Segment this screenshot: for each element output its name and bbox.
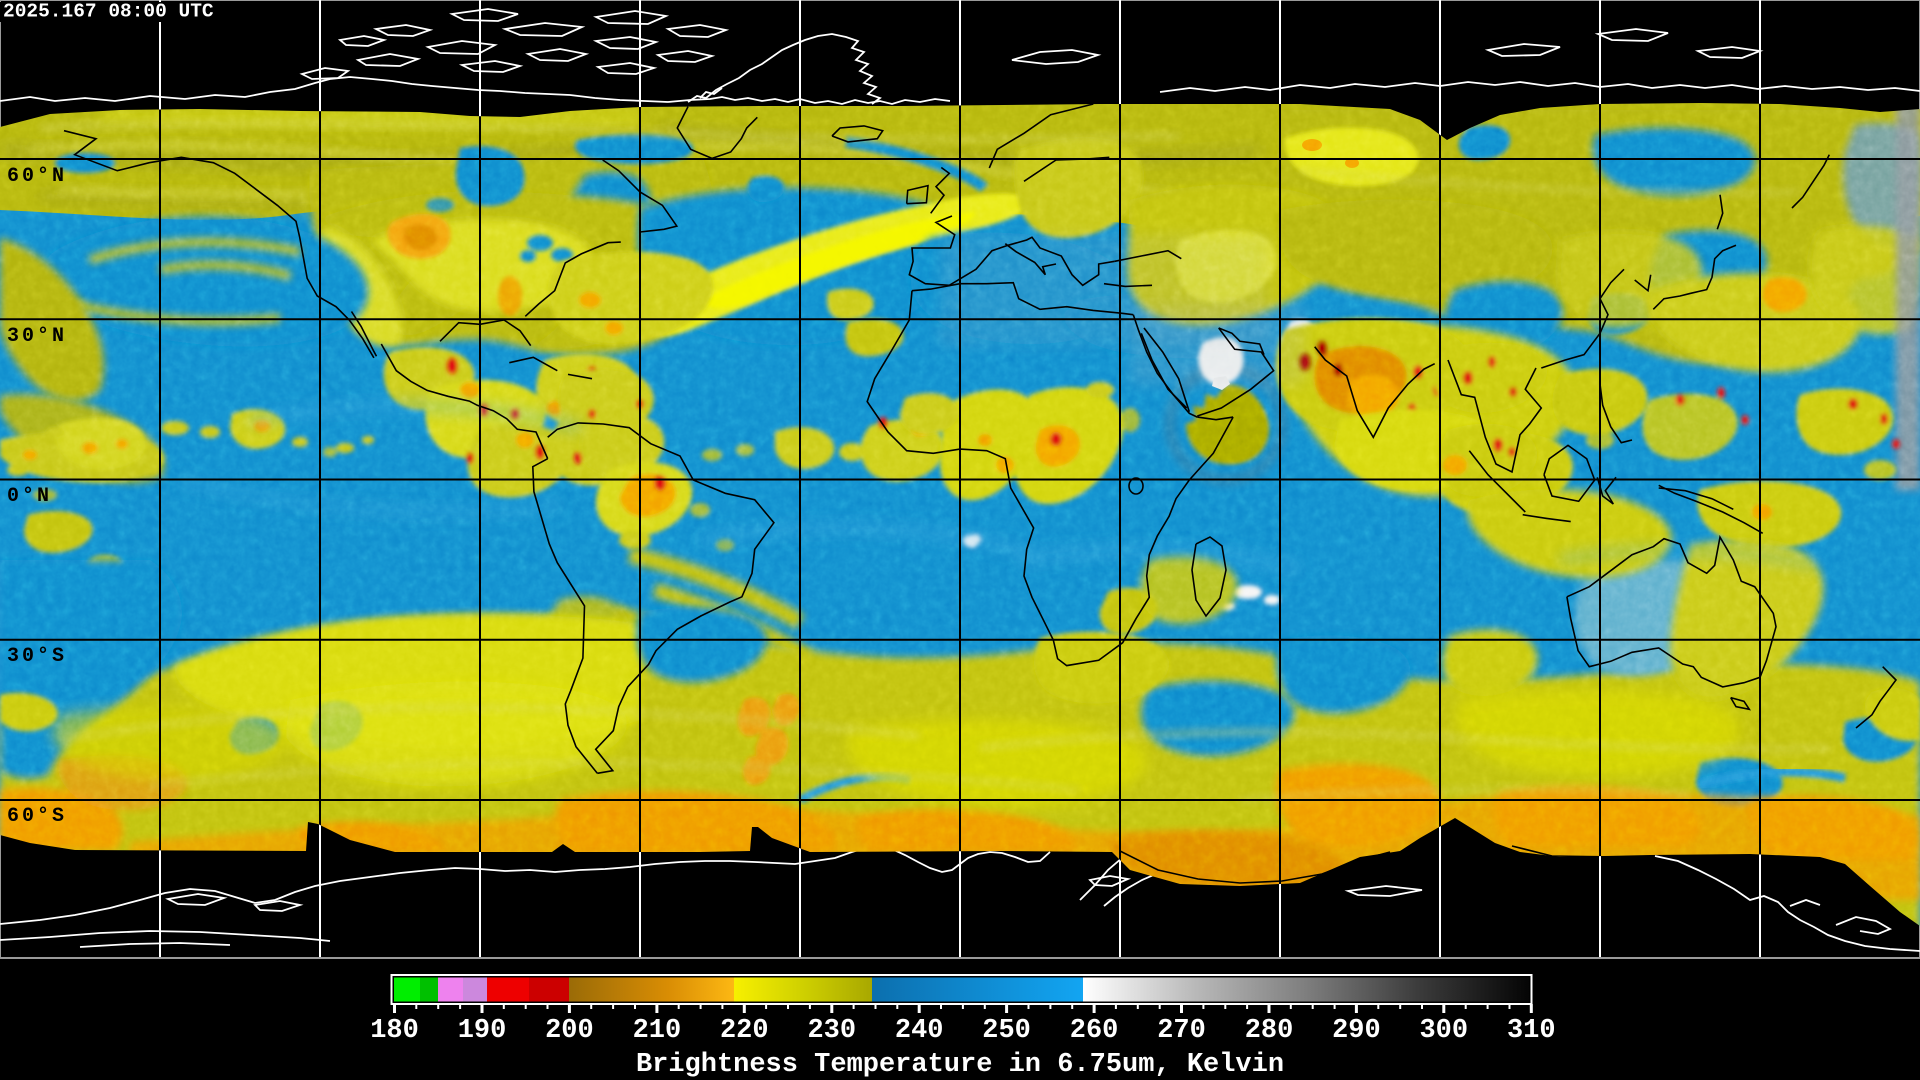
svg-text:290: 290 [1332, 1016, 1381, 1046]
svg-text:0°N: 0°N [7, 485, 52, 508]
svg-text:260: 260 [1070, 1016, 1119, 1046]
svg-text:Brightness Temperature in 6.75: Brightness Temperature in 6.75um, Kelvin [636, 1050, 1284, 1080]
svg-text:230: 230 [807, 1016, 856, 1046]
svg-text:200: 200 [545, 1016, 594, 1046]
svg-text:280: 280 [1245, 1016, 1294, 1046]
svg-text:250: 250 [982, 1016, 1031, 1046]
svg-text:2025.167 08:00 UTC: 2025.167 08:00 UTC [3, 1, 214, 23]
svg-text:30°S: 30°S [7, 645, 67, 668]
svg-text:240: 240 [895, 1016, 944, 1046]
svg-text:30°N: 30°N [7, 325, 67, 348]
svg-text:270: 270 [1157, 1016, 1206, 1046]
svg-text:310: 310 [1507, 1016, 1556, 1046]
svg-text:190: 190 [458, 1016, 507, 1046]
svg-text:300: 300 [1419, 1016, 1468, 1046]
svg-text:60°N: 60°N [7, 165, 67, 188]
svg-text:60°S: 60°S [7, 805, 67, 828]
svg-text:180: 180 [370, 1016, 419, 1046]
svg-text:210: 210 [633, 1016, 682, 1046]
svg-text:220: 220 [720, 1016, 769, 1046]
